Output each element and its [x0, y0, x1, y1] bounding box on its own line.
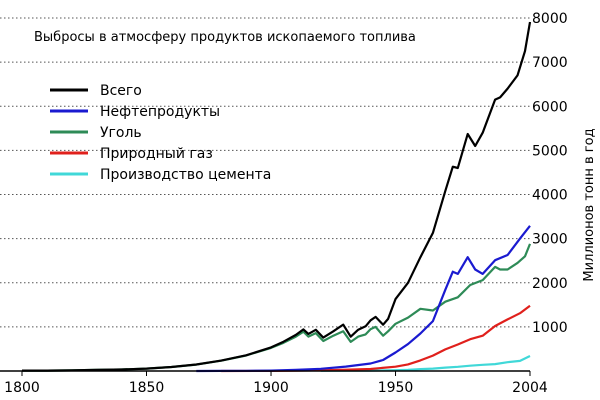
y-tick-label-3000: 3000	[532, 232, 568, 248]
x-tick-label-1900: 1900	[253, 380, 289, 396]
x-tick-label-1950: 1950	[378, 380, 414, 396]
legend-label-2: Уголь	[100, 125, 142, 141]
legend-label-4: Производство цемента	[100, 167, 271, 183]
x-tick-label-2004: 2004	[512, 380, 548, 396]
x-tick-label-1850: 1850	[129, 380, 165, 396]
legend: Всего Нефтепродукты Уголь Природный газ Прои…	[50, 83, 271, 183]
grid-lines	[0, 17, 530, 328]
y-tick-label-1000: 1000	[532, 320, 568, 336]
series-0-line	[22, 21, 532, 372]
y-tick-label-2000: 2000	[532, 276, 568, 292]
series-1-line	[196, 225, 531, 373]
y-tick-label-7000: 7000	[532, 55, 568, 71]
legend-label-0: Всего	[100, 83, 142, 99]
x-tick-labels: 1800 1850 1900 1950 2004	[4, 371, 548, 396]
y-tick-label-8000: 8000	[532, 11, 568, 27]
x-tick-label-1800: 1800	[4, 380, 40, 396]
legend-label-3: Природный газ	[100, 146, 213, 162]
legend-label-1: Нефтепродукты	[100, 104, 220, 120]
y-tick-label-6000: 6000	[532, 99, 568, 115]
chart-title: Выбросы в атмосферу продуктов ископаемог…	[34, 30, 416, 45]
y-tick-label-4000: 4000	[532, 188, 568, 204]
y-tick-label-5000: 5000	[532, 143, 568, 159]
y-axis-label: Миллионов тонн в год	[582, 128, 597, 281]
y-tick-labels: 1000 2000 3000 4000 5000 6000 7000 8000	[532, 11, 568, 336]
